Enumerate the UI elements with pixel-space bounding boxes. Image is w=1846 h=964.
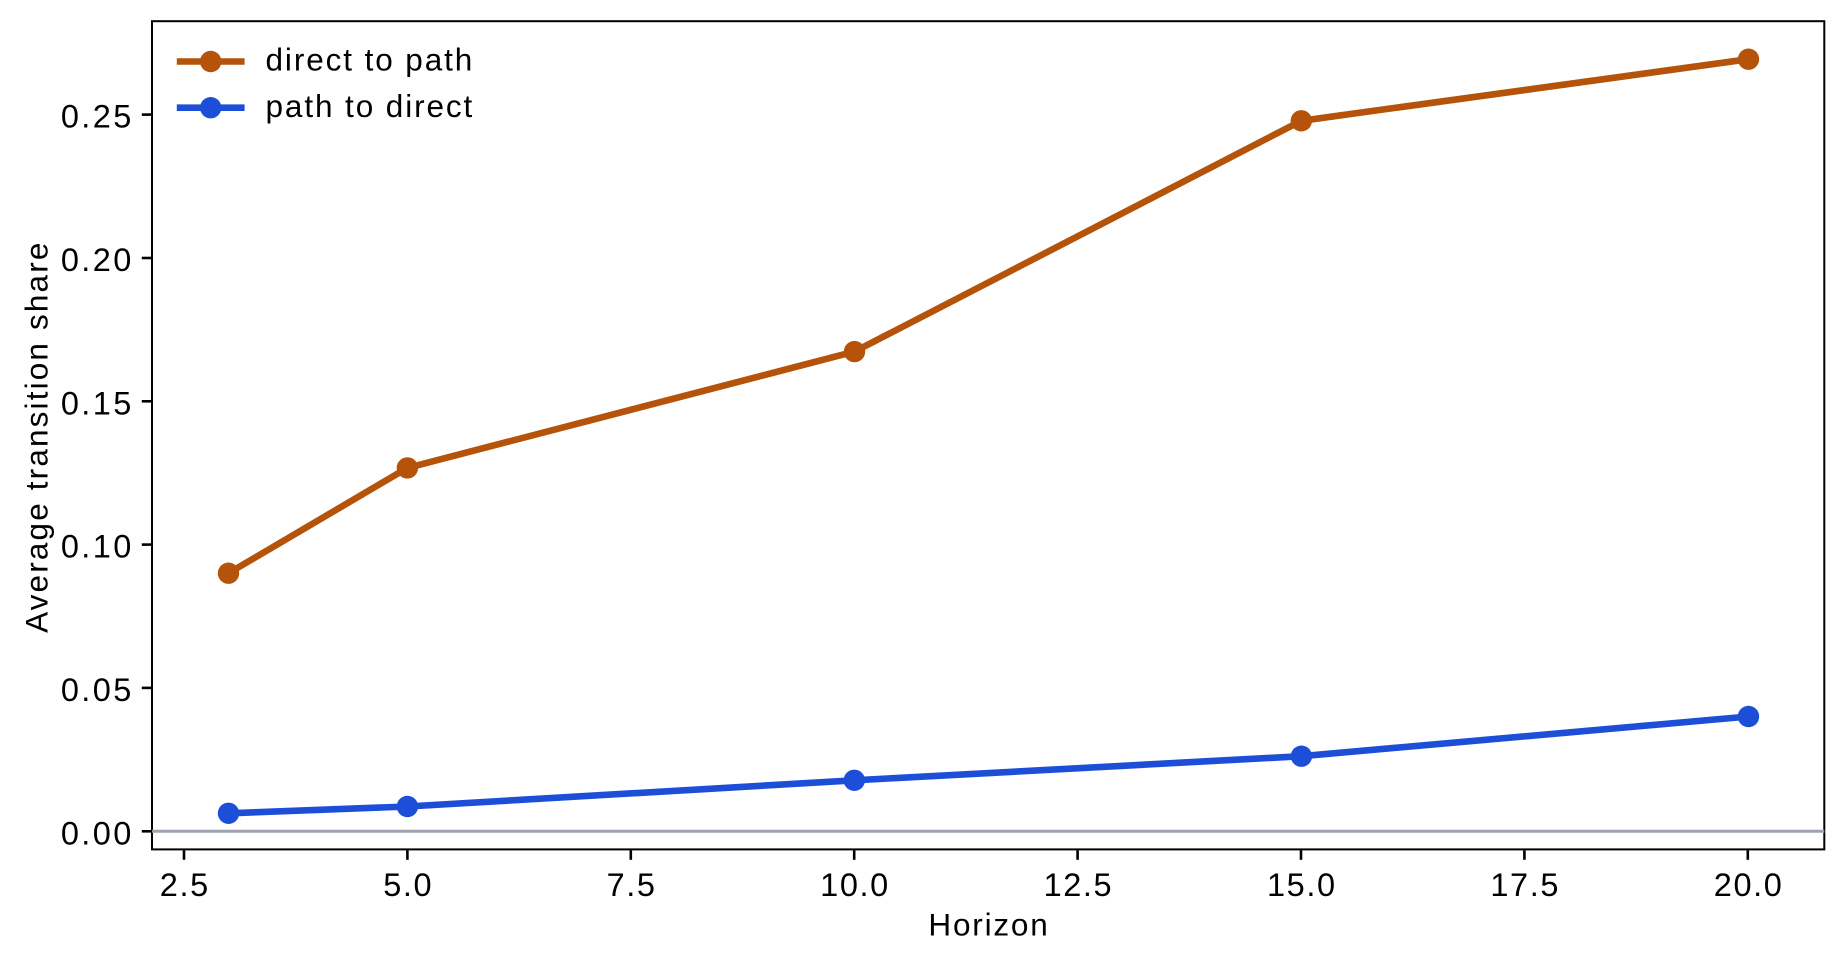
svg-text:15.0: 15.0 (1267, 867, 1337, 903)
svg-text:7.5: 7.5 (607, 867, 657, 903)
svg-text:2.5: 2.5 (160, 867, 210, 903)
svg-text:17.5: 17.5 (1490, 867, 1560, 903)
svg-text:Average transition share: Average transition share (19, 240, 55, 632)
svg-text:10.0: 10.0 (820, 867, 890, 903)
svg-text:0.15: 0.15 (61, 385, 134, 421)
svg-text:0.20: 0.20 (61, 242, 134, 278)
svg-text:path to direct: path to direct (266, 88, 475, 124)
svg-text:0.10: 0.10 (61, 529, 134, 565)
svg-text:0.25: 0.25 (61, 99, 134, 135)
svg-text:0.00: 0.00 (61, 815, 134, 851)
svg-text:direct to path: direct to path (266, 42, 475, 78)
svg-text:Horizon: Horizon (928, 907, 1049, 943)
svg-text:0.05: 0.05 (61, 672, 134, 708)
svg-text:20.0: 20.0 (1714, 867, 1784, 903)
svg-text:5.0: 5.0 (383, 867, 433, 903)
svg-text:12.5: 12.5 (1044, 867, 1114, 903)
